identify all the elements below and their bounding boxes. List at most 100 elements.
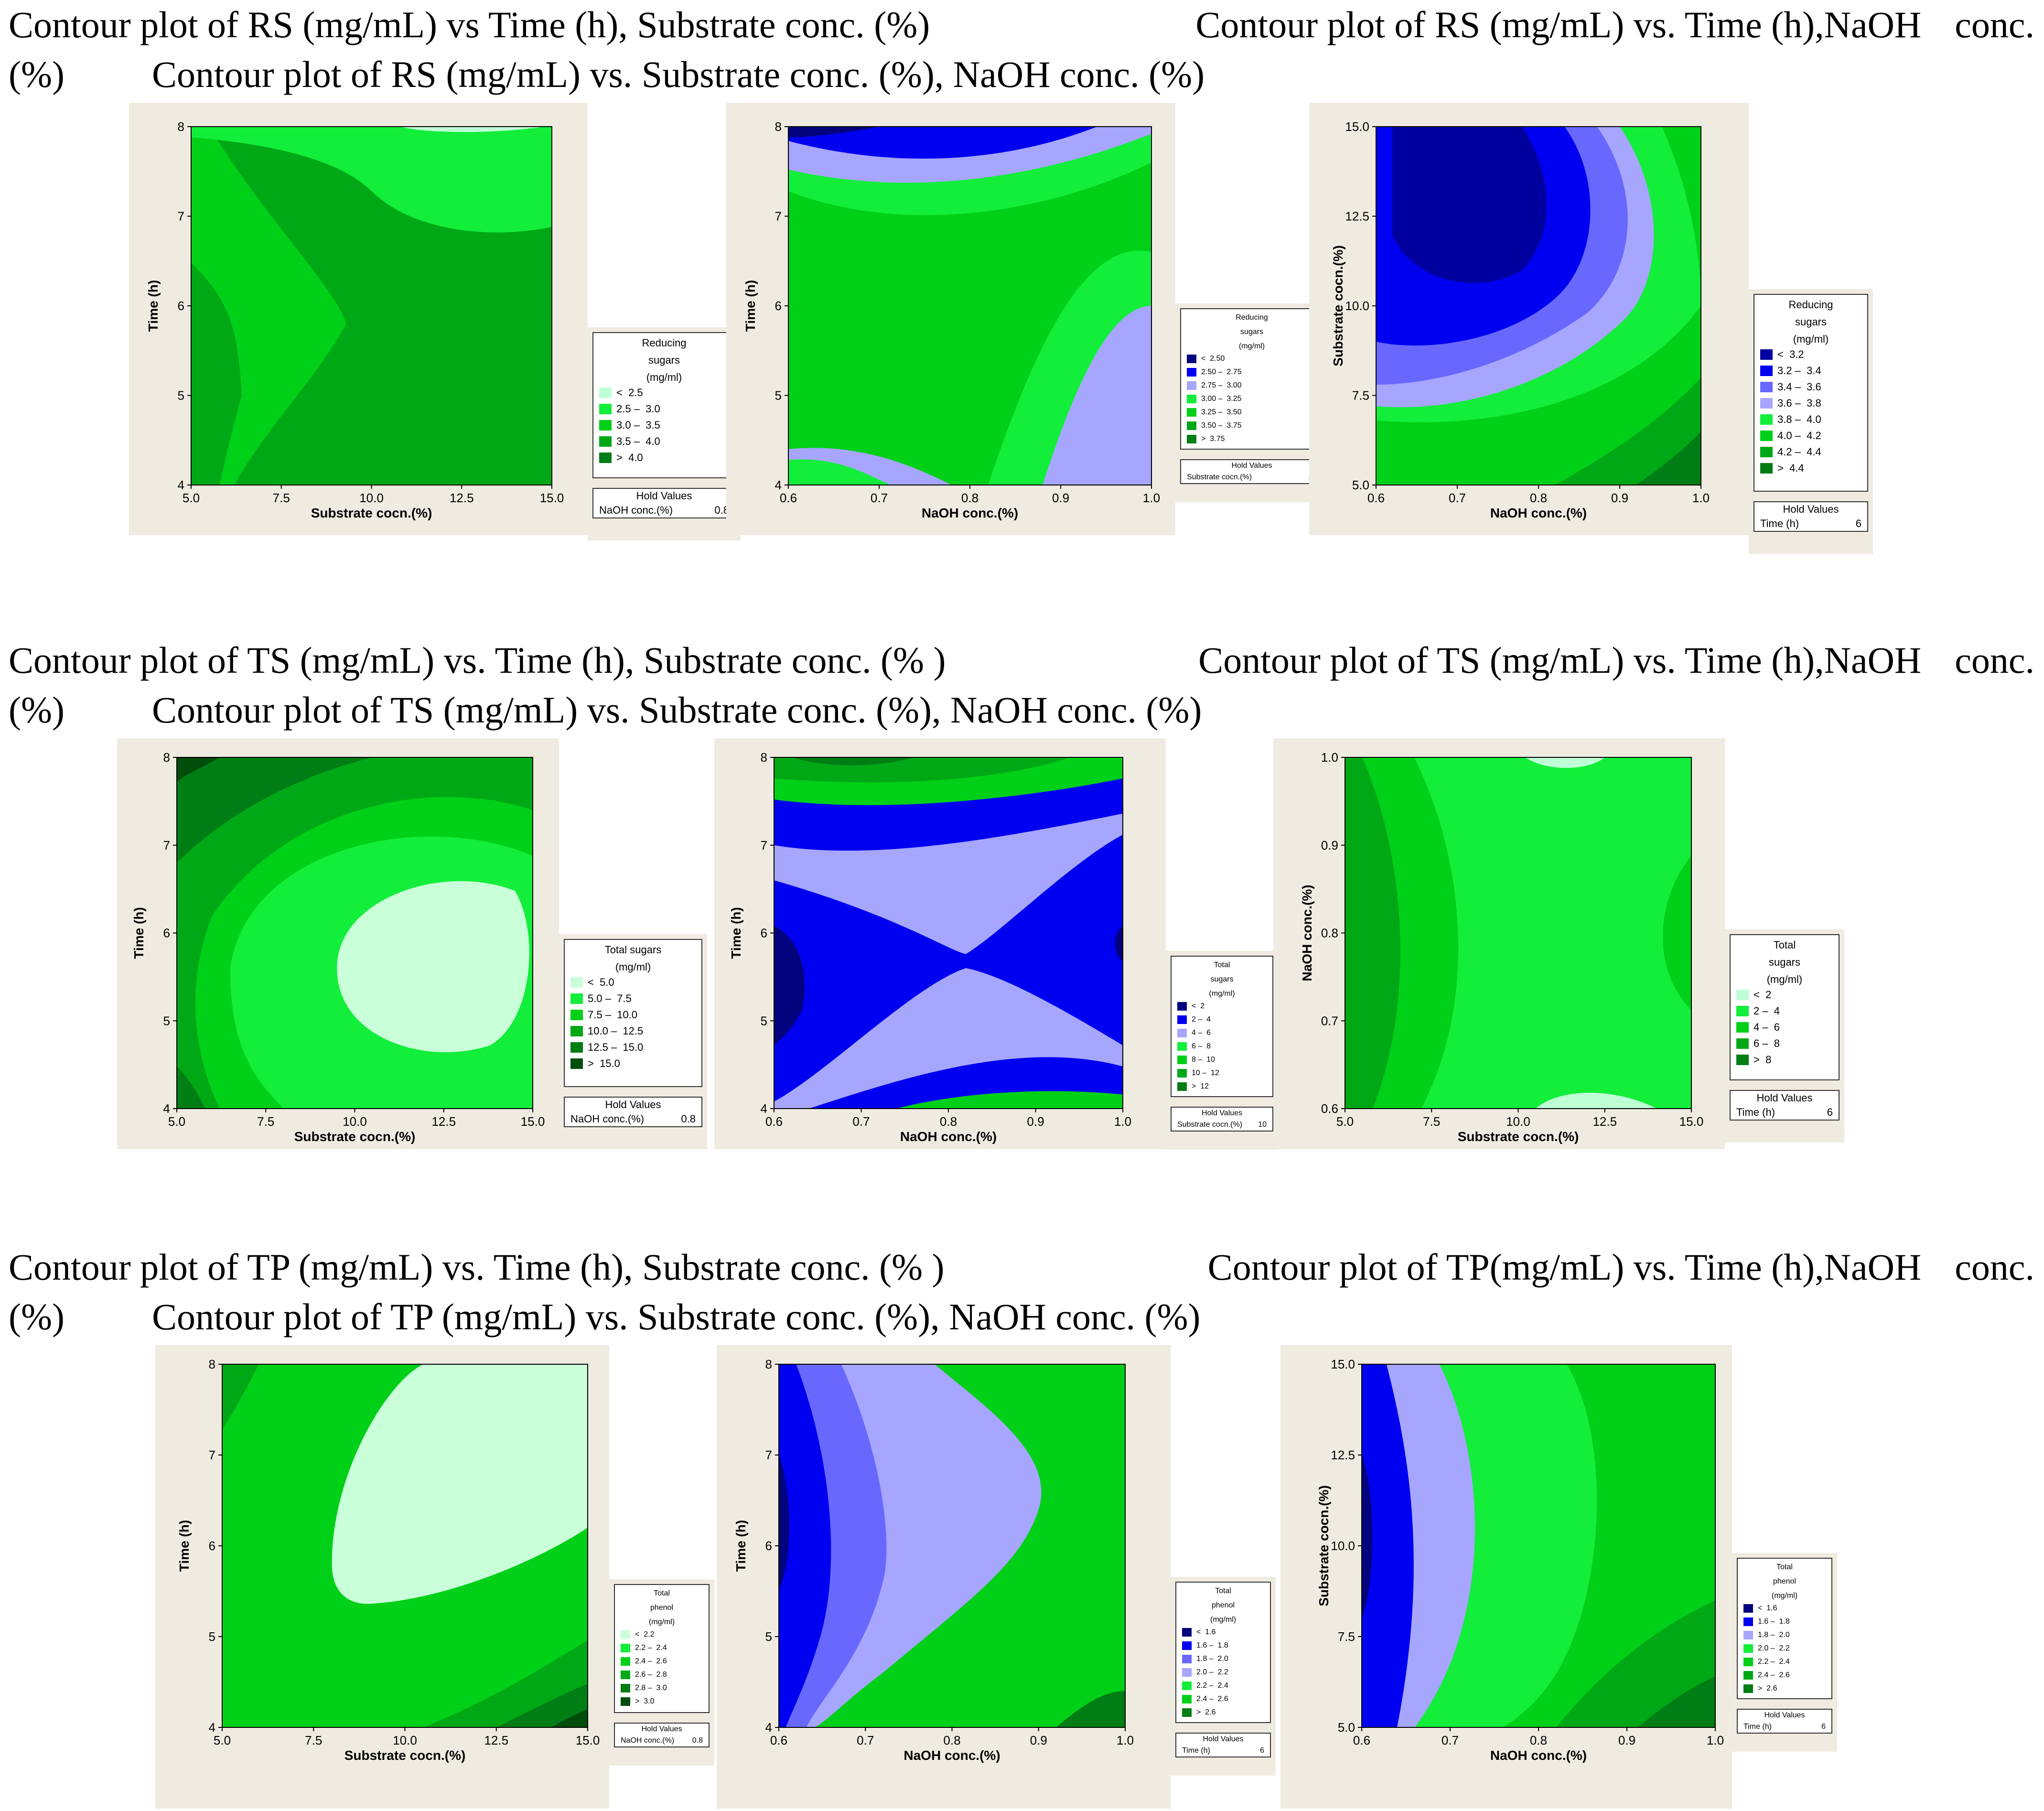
legend-swatch (1187, 421, 1196, 430)
hold-value: Time (h) 6 (1754, 517, 1867, 531)
legend-label: > 4.4 (1777, 462, 1804, 474)
contour-band (1392, 127, 1547, 283)
y-tick-label: 4 (775, 478, 782, 492)
contour-plot-panel: 0.6 0.7 0.8 0.9 1.0 4 5 6 7 8 NaOH conc.(%) Time (h… (726, 103, 1175, 535)
legend-label: > 3.0 (635, 1697, 655, 1705)
legend-swatch (1743, 1684, 1753, 1693)
legend-label: 3.6 – 3.8 (1777, 397, 1821, 409)
x-tick-label: 12.5 (1592, 1114, 1617, 1129)
y-tick-label: 7 (761, 838, 767, 852)
hold-values-title: Hold Values (641, 1725, 682, 1733)
legend-swatch (1760, 414, 1773, 425)
legend-label: > 8 (1754, 1054, 1772, 1066)
legend-swatch (599, 453, 612, 463)
contour-plot: 5.0 7.5 10.0 12.5 15.0 4 5 6 7 8 Substrate cocn.(%… (177, 1357, 600, 1763)
row-heading: Contour plot of TS (mg/mL) vs. Time (h),… (9, 636, 2034, 735)
y-tick-label: 5.0 (1338, 1720, 1355, 1735)
legend-swatch (621, 1630, 630, 1639)
x-tick-label: 7.5 (1423, 1114, 1440, 1129)
x-tick-label: 1.0 (1117, 1733, 1134, 1747)
heading-second-plot-end: conc. (1955, 1246, 2034, 1288)
x-tick-label: 5.0 (183, 491, 200, 505)
y-tick-label: 4 (765, 1720, 772, 1735)
legend-entry: 2.4 – 2.6 (1738, 1669, 1831, 1682)
legend-title: Reducing (642, 337, 687, 349)
y-tick-label: 4 (178, 478, 184, 492)
hold-value-name: Substrate cocn.(%) (1187, 473, 1252, 481)
x-tick-label: 0.7 (1449, 491, 1466, 505)
hold-value: Time (h) 6 (1176, 1745, 1270, 1757)
legend-entry: 2.8 – 3.0 (615, 1682, 709, 1695)
heading-second-plot-end: conc. (1955, 639, 2034, 681)
x-tick-label: 15.0 (576, 1733, 600, 1747)
legend-label: 2.4 – 2.6 (1196, 1695, 1228, 1703)
hold-values-title: Hold Values (1756, 1092, 1813, 1104)
x-axis-label: NaOH conc.(%) (1490, 1748, 1587, 1763)
legend-swatch (570, 1042, 583, 1053)
legend: Total sugars (mg/ml) < 2 2 – 4 4 – 6 6 – 8 > 8 (1730, 934, 1840, 1080)
legend-entry: 6 – 8 (1731, 1035, 1839, 1052)
x-tick-label: 0.8 (1530, 1733, 1547, 1747)
legend-entry: > 4.4 (1754, 460, 1867, 476)
x-tick-label: 1.0 (1143, 491, 1160, 505)
legend-entry: 3.0 – 3.5 (593, 417, 735, 433)
x-axis-label: NaOH conc.(%) (900, 1129, 997, 1144)
legend-swatch (1760, 447, 1773, 457)
legend-title: Total (1215, 1587, 1231, 1595)
y-tick-label: 8 (775, 119, 782, 134)
legend-label: 10 – 12 (1192, 1069, 1219, 1077)
x-tick-label: 1.0 (1707, 1733, 1724, 1747)
contour-plot: 5.0 7.5 10.0 12.5 15.0 4 5 6 7 8 Substrate cocn.(%… (146, 119, 564, 520)
legend-swatch (621, 1684, 630, 1692)
legend-label: 1.6 – 1.8 (1758, 1617, 1790, 1626)
contour-plot-panel: 5.0 7.5 10.0 12.5 15.0 4 5 6 7 8 Substrate cocn.(%… (129, 103, 588, 535)
legend-label: 2.2 – 2.4 (1758, 1658, 1790, 1666)
legend-title: sugars (1210, 975, 1234, 983)
hold-value-name: NaOH conc.(%) (599, 504, 673, 516)
legend-swatch (570, 1010, 583, 1020)
legend-label: 2.4 – 2.6 (635, 1657, 667, 1665)
legend-entry: 2.4 – 2.6 (615, 1655, 709, 1668)
legend-label: 4.2 – 4.4 (1777, 446, 1821, 458)
legend-swatch (1182, 1682, 1192, 1690)
legend: Reducing sugars (mg/ml) < 2.5 2.5 – 3.0 3.0 –… (592, 332, 736, 478)
legend-swatch (1177, 1042, 1187, 1051)
legend-swatch (1743, 1658, 1753, 1666)
legend: Reducing sugars (mg/ml) < 3.2 3.2 – 3.4 3.4 –… (1754, 294, 1868, 492)
legend-entry: 5.0 – 7.5 (565, 991, 701, 1007)
x-tick-label: 0.8 (940, 1114, 957, 1129)
hold-value-name: Time (h) (1736, 1106, 1775, 1118)
x-tick-label: 0.7 (871, 491, 888, 505)
y-axis-label: Time (h) (177, 1520, 192, 1572)
legend-entry: < 2.5 (593, 385, 735, 401)
x-tick-label: 0.7 (857, 1733, 874, 1747)
x-tick-label: 0.7 (1442, 1733, 1459, 1747)
hold-value-number: 6 (1260, 1746, 1264, 1755)
hold-values-title: Hold Values (1231, 462, 1272, 470)
legend-panel: Total sugars (mg/ml) < 2 2 – 4 4 – 6 6 – 8 > 8 H… (1725, 929, 1844, 1143)
contour-band (1525, 757, 1605, 768)
legend-label: 4.0 – 4.2 (1777, 430, 1821, 442)
y-tick-label: 0.8 (1321, 926, 1338, 940)
legend-title: (mg/ml) (1210, 1616, 1237, 1624)
legend-label: 3.00 – 3.25 (1201, 395, 1242, 403)
hold-values-box: Hold Values Time (h) 6 (1730, 1090, 1840, 1121)
hold-value-name: NaOH conc.(%) (570, 1113, 645, 1125)
x-tick-label: 0.9 (1052, 491, 1069, 505)
legend-entry: 3.25 – 3.50 (1181, 406, 1323, 419)
legend-panel: Reducing sugars (mg/ml) < 3.2 3.2 – 3.4 3.4 –… (1749, 289, 1873, 554)
legend-label: 3.4 – 3.6 (1777, 381, 1821, 393)
legend-title: Total (654, 1589, 670, 1597)
x-tick-label: 1.0 (1114, 1114, 1131, 1129)
legend-entry: 1.8 – 2.0 (1738, 1628, 1831, 1642)
contour-plot: 5.0 7.5 10.0 12.5 15.0 4 5 6 7 8 Substrate cocn.(%… (131, 750, 545, 1144)
legend-label: 3.8 – 4.0 (1777, 413, 1821, 425)
legend-label: 2.4 – 2.6 (1758, 1671, 1790, 1679)
legend-label: < 2.5 (616, 387, 643, 399)
legend-label: 10.0 – 12.5 (588, 1025, 644, 1037)
contour-band (177, 757, 533, 1109)
legend-title: Total (1776, 1563, 1793, 1571)
y-tick-label: 10.0 (1331, 1539, 1355, 1553)
contour-band (496, 1683, 588, 1727)
hold-value-number: 0.8 (681, 1113, 696, 1125)
